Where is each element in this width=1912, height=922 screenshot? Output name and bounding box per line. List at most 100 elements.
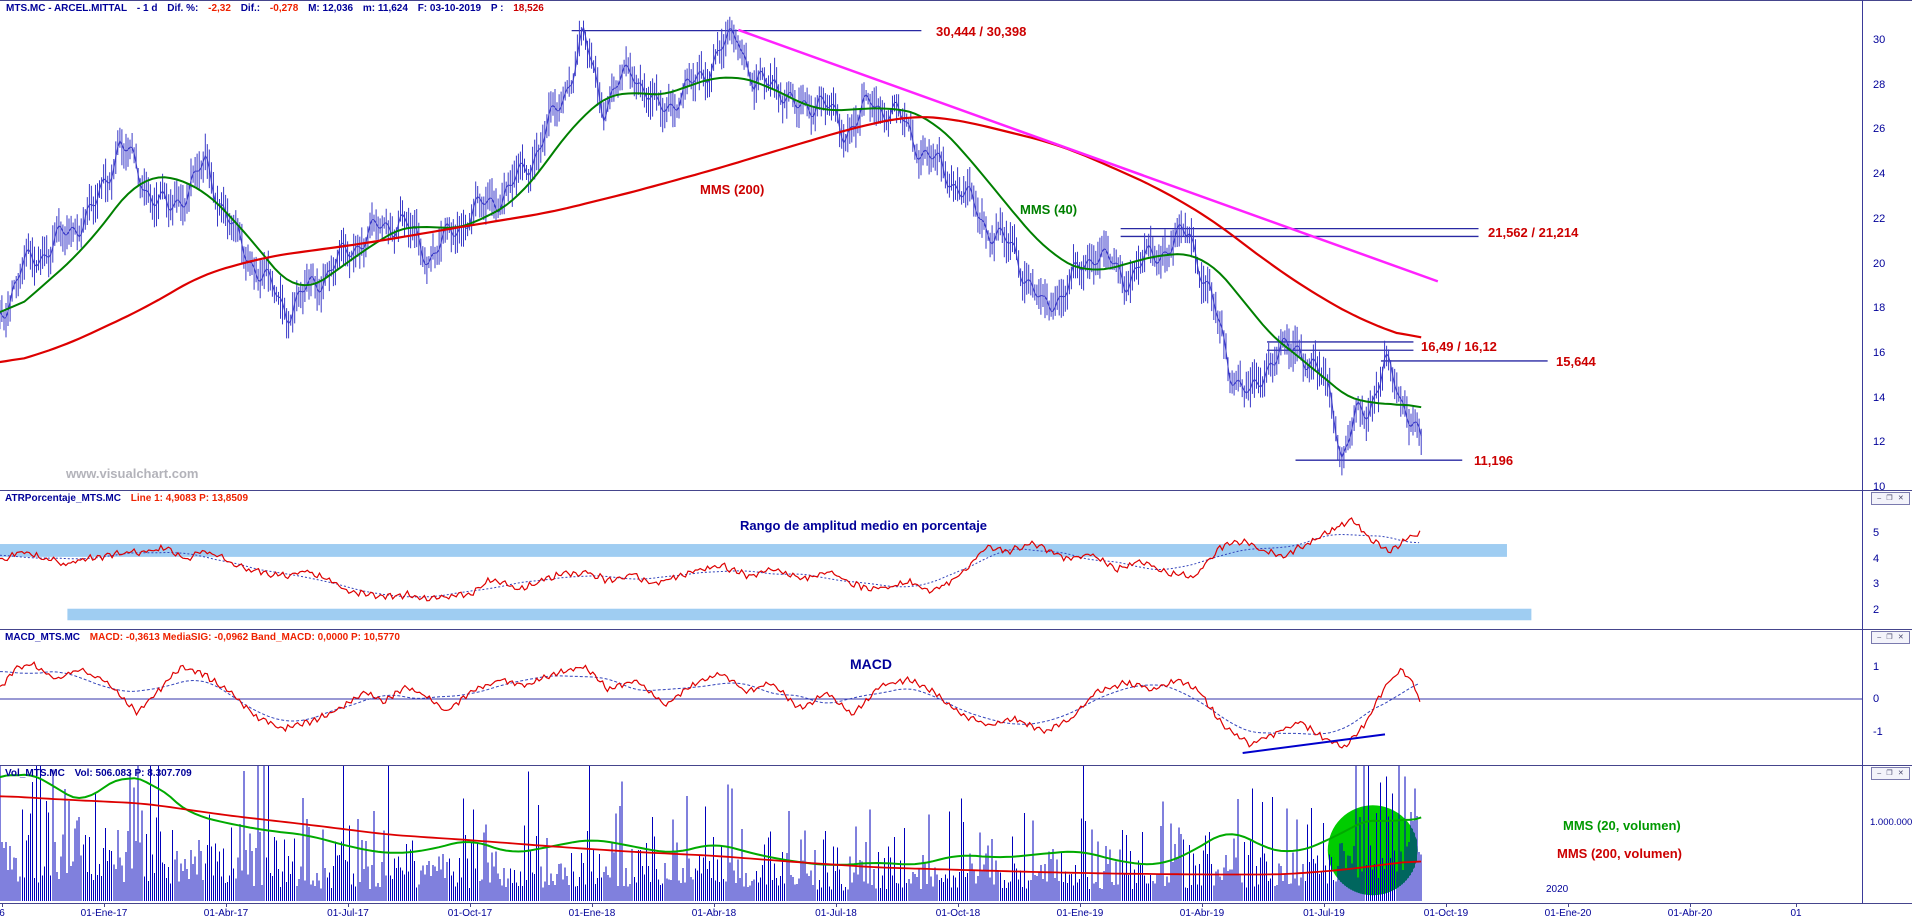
x-axis-tick-mark <box>348 904 349 907</box>
volume-window-controls: – ❐ ✕ <box>1871 767 1910 780</box>
x-axis-tick: 01-Oct-18 <box>935 908 981 919</box>
close-icon[interactable]: ✕ <box>1897 495 1904 502</box>
macd-indicator-name: MACD_MTS.MC <box>5 632 80 643</box>
atr-panel-header: ATRPorcentaje_MTS.MC Line 1: 4,9083 P: 1… <box>5 493 255 504</box>
y-axis-tick: 5 <box>1873 527 1880 539</box>
dif-pct-label: Dif. %: <box>167 3 199 14</box>
maximize-icon[interactable]: ❐ <box>1886 770 1893 777</box>
x-axis-tick-mark <box>1568 904 1569 907</box>
x-axis-tick-mark <box>1202 904 1203 907</box>
macd-chart[interactable] <box>0 629 1862 765</box>
close-icon[interactable]: ✕ <box>1897 770 1904 777</box>
atr-panel[interactable] <box>0 490 1862 629</box>
panel-separator[interactable] <box>0 765 1912 766</box>
y-axis-tick: 20 <box>1873 257 1886 270</box>
volume-panel-header: Vol_MTS.MC Vol: 506.083 P: 8.307.709 <box>5 768 199 779</box>
volume-indicator-values: Vol: 506.083 P: 8.307.709 <box>74 768 192 779</box>
x-axis-tick-mark <box>1080 904 1081 907</box>
x-axis-tick: 01-Ene-18 <box>568 908 616 919</box>
panel-separator[interactable] <box>0 629 1912 630</box>
price-label: P : <box>490 3 504 14</box>
x-axis-tick-mark <box>1446 904 1447 907</box>
y-axis-tick: 1 <box>1873 660 1880 673</box>
symbol-name: MTS.MC - ARCEL.MITTAL <box>6 3 128 14</box>
close-icon[interactable]: ✕ <box>1897 634 1904 641</box>
x-axis-tick: 01-Jul-17 <box>327 908 369 919</box>
minimize-icon[interactable]: – <box>1877 770 1882 777</box>
y-axis-tick: 16 <box>1873 346 1886 359</box>
resistance-label-21562: 21,562 / 21,214 <box>1488 225 1579 240</box>
panel-separator[interactable] <box>0 490 1912 491</box>
x-axis-tick: 01-Abr-17 <box>203 908 249 919</box>
session-date: F: 03-10-2019 <box>417 3 482 14</box>
macd-indicator-values: MACD: -0,3613 MediaSIG: -0,0962 Band_MAC… <box>89 632 400 643</box>
maximize-icon[interactable]: ❐ <box>1886 495 1893 502</box>
dif-label: Dif.: <box>240 3 261 14</box>
resistance-label-30444: 30,444 / 30,398 <box>936 24 1027 39</box>
macd-title: MACD <box>850 656 892 672</box>
y-axis-tick: 4 <box>1873 552 1880 565</box>
dif-value: -0,278 <box>269 3 299 14</box>
y-axis-tick: 30 <box>1873 34 1886 46</box>
vol-mms200-label: MMS (200, volumen) <box>1557 846 1682 861</box>
x-axis-tick-mark <box>836 904 837 907</box>
mms40-label: MMS (40) <box>1020 202 1078 217</box>
y-axis-tick: 1.000.000 <box>1870 817 1912 828</box>
x-axis-tick: 01-Abr-19 <box>1179 908 1225 919</box>
resistance-label-15644: 15,644 <box>1556 354 1596 369</box>
volume-indicator-name: Vol_MTS.MC <box>5 768 65 779</box>
maximize-icon[interactable]: ❐ <box>1886 634 1893 641</box>
x-axis-tick-mark <box>1324 904 1325 907</box>
x-axis-tick-mark <box>958 904 959 907</box>
session-max: M: 12,036 <box>308 3 354 14</box>
x-axis-tick-mark <box>1796 904 1797 907</box>
x-axis-tick: 01-Oct-17 <box>447 908 493 919</box>
x-axis-tick: 01-Oct-19 <box>1423 908 1469 919</box>
macd-window-controls: – ❐ ✕ <box>1871 631 1910 644</box>
y-axis-tick: 14 <box>1873 391 1886 404</box>
support-label-11196: 11,196 <box>1474 453 1514 468</box>
atr-chart[interactable] <box>0 490 1862 629</box>
mms200-label: MMS (200) <box>700 182 765 197</box>
y-axis-tick: 3 <box>1873 578 1880 591</box>
x-axis-tick-mark <box>470 904 471 907</box>
x-axis-tick-mark <box>714 904 715 907</box>
minimize-icon[interactable]: – <box>1877 634 1882 641</box>
x-axis-tick-mark <box>1690 904 1691 907</box>
y-axis-tick: 2 <box>1873 604 1880 616</box>
x-axis-tick: 01-Ene-19 <box>1056 908 1104 919</box>
price-axis-line <box>1862 0 1863 903</box>
volume-chart[interactable] <box>0 765 1862 903</box>
y-axis-column[interactable]: 30 28 26 24 22 20 18 16 14 12 10 5 4 3 2 1 0 -1 1.000.000 <box>1863 0 1912 903</box>
x-axis-tick: 01-Jul-19 <box>1303 908 1345 919</box>
year-2020-label: 2020 <box>1546 884 1569 895</box>
x-axis-tick-mark <box>2 904 3 907</box>
macd-panel-header: MACD_MTS.MC MACD: -0,3613 MediaSIG: -0,0… <box>5 632 407 643</box>
timeframe-label: - 1 d <box>136 3 158 14</box>
volume-panel[interactable] <box>0 765 1862 903</box>
y-axis-tick: 18 <box>1873 302 1886 315</box>
price-panel-header: MTS.MC - ARCEL.MITTAL - 1 d Dif. %: -2,3… <box>6 3 551 14</box>
x-axis-tick: 01-Ene-20 <box>1544 908 1592 919</box>
price-chart[interactable] <box>0 0 1862 490</box>
x-axis-tick: 01-Jul-18 <box>815 908 857 919</box>
y-axis-tick: 24 <box>1873 168 1886 181</box>
atr-indicator-values: Line 1: 4,9083 P: 13,8509 <box>130 493 249 504</box>
axis-separator <box>0 903 1912 904</box>
y-axis-tick: 28 <box>1873 78 1886 91</box>
macd-panel[interactable] <box>0 629 1862 765</box>
price-panel[interactable] <box>0 0 1862 490</box>
x-axis-tick: 01-Ene-17 <box>80 908 128 919</box>
vol-mms20-label: MMS (20, volumen) <box>1563 818 1681 833</box>
minimize-icon[interactable]: – <box>1877 495 1882 502</box>
y-axis-tick: -1 <box>1873 725 1883 738</box>
dif-pct-value: -2,32 <box>208 3 231 14</box>
atr-title: Rango de amplitud medio en porcentaje <box>740 518 988 533</box>
x-axis-tick: 01-Abr-18 <box>691 908 737 919</box>
x-axis[interactable]: 6 01-Ene-17 01-Abr-17 01-Jul-17 01-Oct-17 01-… <box>0 904 1912 922</box>
y-axis-tick: 22 <box>1873 212 1886 225</box>
session-min: m: 11,624 <box>362 3 408 14</box>
x-axis-tick: 01-Abr-20 <box>1667 908 1713 919</box>
y-axis-tick: 0 <box>1873 693 1880 705</box>
resistance-label-1649: 16,49 / 16,12 <box>1421 339 1497 354</box>
